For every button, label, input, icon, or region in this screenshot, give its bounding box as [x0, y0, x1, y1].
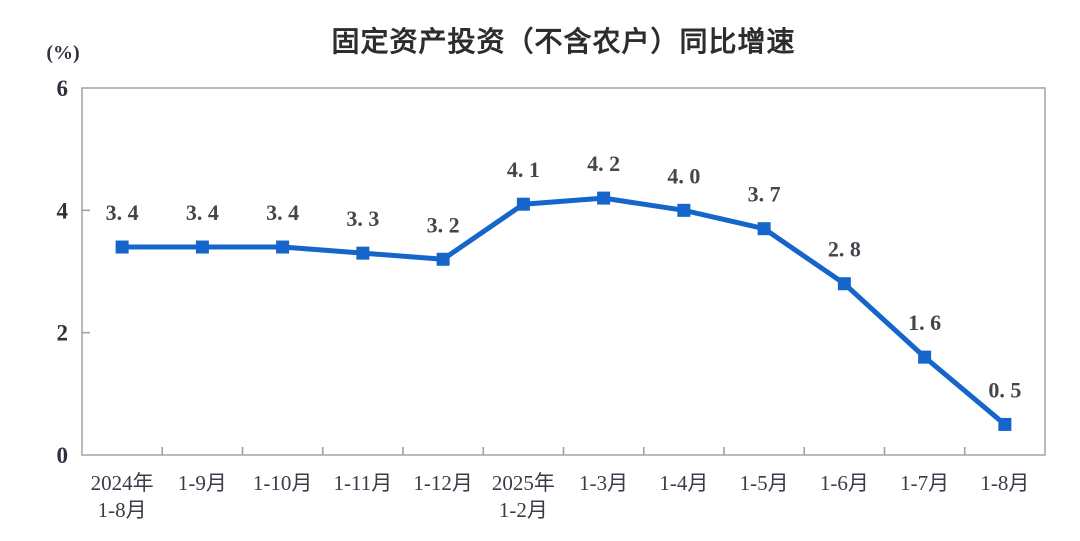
x-axis-category-label: 1-7月	[900, 471, 949, 495]
data-line	[119, 195, 1008, 427]
y-axis-tick-label: 2	[57, 321, 69, 346]
x-axis-category-label: 1-8月	[98, 498, 147, 522]
data-point-marker	[276, 240, 290, 254]
x-axis-category-label: 2025年	[492, 471, 555, 495]
data-point-label: 3. 7	[748, 182, 781, 207]
data-point-label: 4. 0	[667, 163, 700, 188]
data-point-marker	[998, 417, 1012, 431]
x-axis-category-label: 1-6月	[820, 471, 869, 495]
data-point-marker	[356, 246, 370, 260]
x-axis-category-label: 1-8月	[980, 471, 1029, 495]
x-axis-category-label: 1-5月	[740, 471, 789, 495]
y-axis-tick-label: 4	[57, 198, 69, 223]
data-point-marker	[757, 222, 771, 236]
x-axis-category-label: 2024年	[91, 471, 154, 495]
data-point-label: 4. 1	[507, 157, 540, 182]
x-axis-category-label: 1-3月	[579, 471, 628, 495]
data-point-label: 0. 5	[988, 377, 1021, 402]
y-axis-unit-label: (%)	[46, 42, 80, 64]
y-axis-tick-label: 0	[57, 443, 69, 468]
data-point-marker	[436, 252, 450, 266]
data-point-label: 2. 8	[828, 237, 861, 262]
data-point-label: 3. 4	[186, 200, 219, 225]
data-point-marker	[195, 240, 209, 254]
data-point-marker	[115, 240, 129, 254]
x-axis-category-label: 1-10月	[253, 471, 313, 495]
data-point-marker	[918, 350, 932, 364]
y-axis-tick-label: 6	[57, 76, 69, 101]
x-axis-category-label: 1-4月	[659, 471, 708, 495]
data-point-marker	[677, 203, 691, 217]
data-point-label: 3. 4	[266, 200, 299, 225]
x-axis-category-label: 1-2月	[499, 498, 548, 522]
data-point-label: 4. 2	[587, 151, 620, 176]
data-point-marker	[516, 197, 530, 211]
data-point-marker	[837, 277, 851, 291]
x-axis-category-label: 1-12月	[413, 471, 473, 495]
plot-area-border	[81, 87, 1046, 456]
x-axis-category-label: 1-11月	[334, 471, 393, 495]
data-point-label: 1. 6	[908, 310, 941, 335]
data-point-label: 3. 2	[427, 212, 460, 237]
data-point-label: 3. 3	[346, 206, 379, 231]
x-axis-category-label: 1-9月	[178, 471, 227, 495]
data-point-label: 3. 4	[106, 200, 139, 225]
data-point-marker	[597, 191, 611, 205]
chart-title: 固定资产投资（不含农户）同比增速	[331, 26, 796, 57]
